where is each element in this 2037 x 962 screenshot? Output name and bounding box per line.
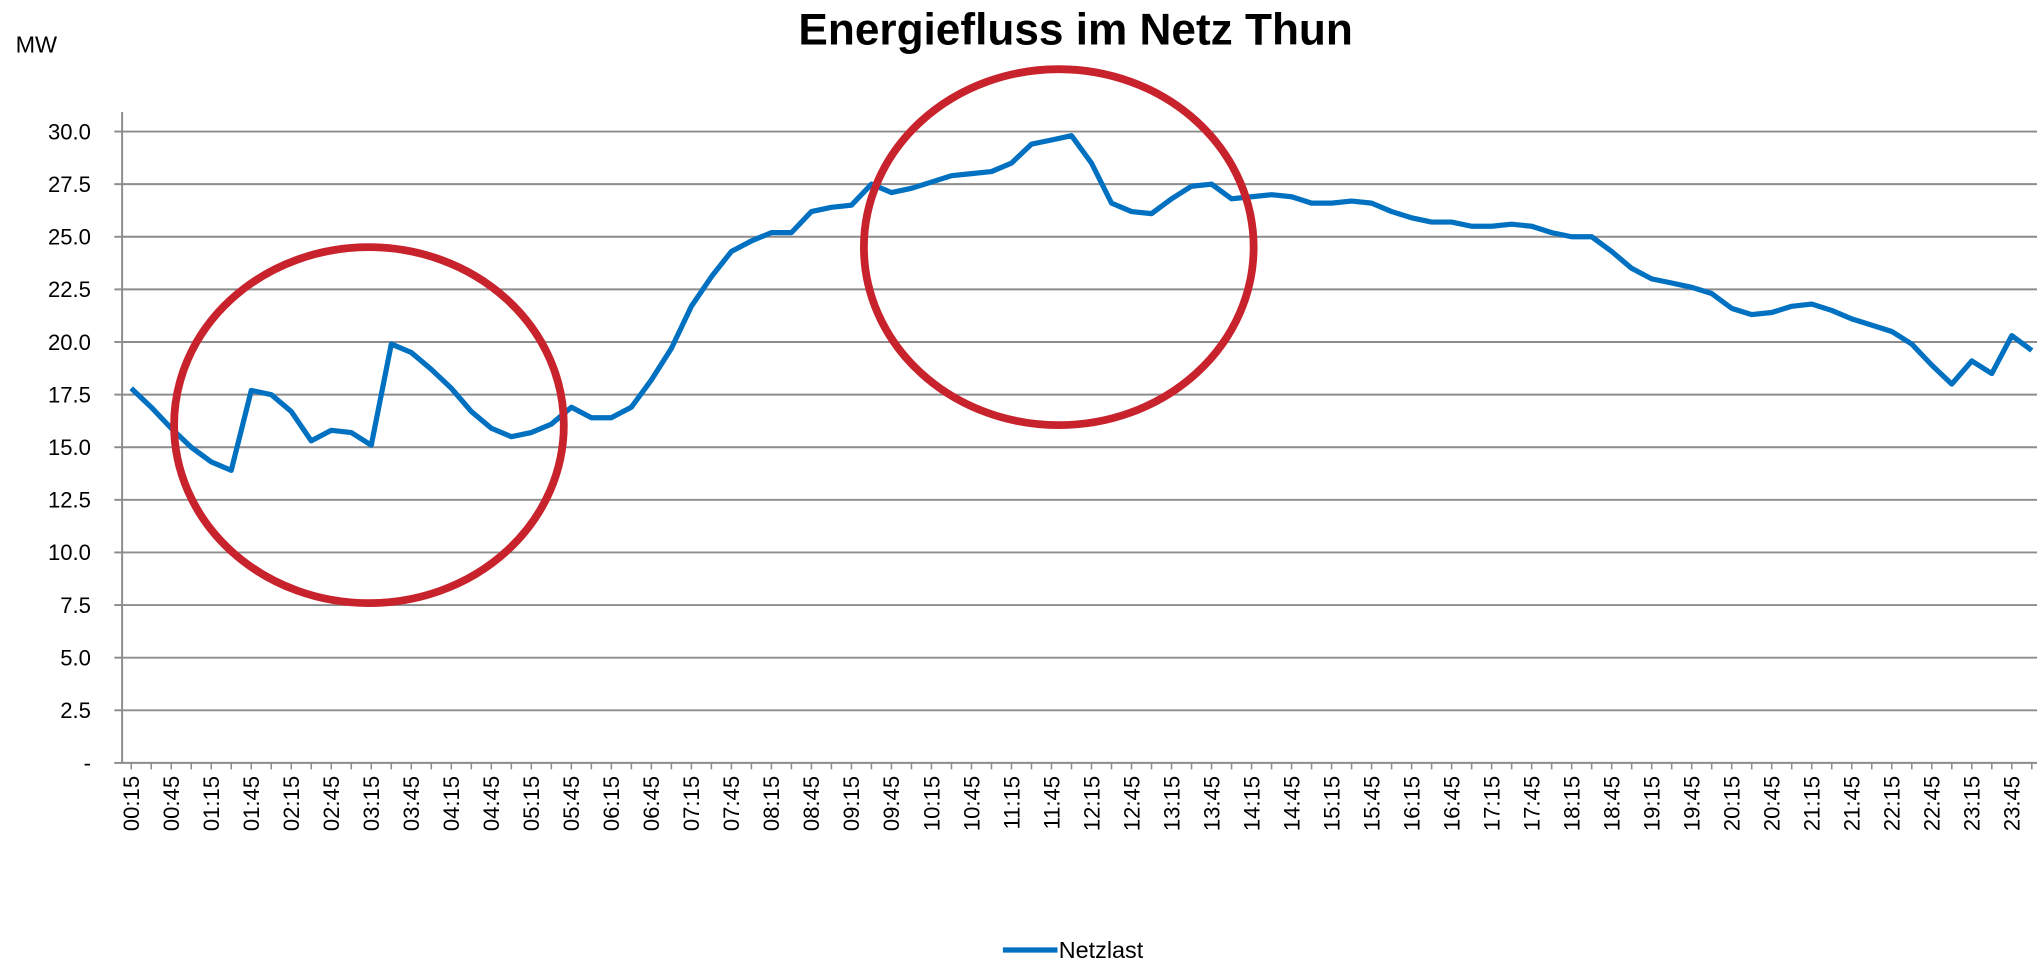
y-tick-label: 2.5: [60, 698, 91, 723]
highlight-circle: [170, 243, 568, 608]
y-tick-label: 22.5: [48, 277, 91, 302]
highlight-circle: [860, 65, 1258, 430]
y-tick-label: 30.0: [48, 119, 91, 144]
x-tick-label: 14:15: [1239, 776, 1264, 831]
x-tick-label: 22:15: [1880, 776, 1905, 831]
x-tick-label: 22:45: [1920, 776, 1945, 831]
x-tick-label: 17:15: [1479, 776, 1504, 831]
y-tick-label: 25.0: [48, 225, 91, 250]
y-tick-label: -: [84, 751, 91, 776]
y-tick-label: 5.0: [60, 645, 91, 670]
y-tick-label: 10.0: [48, 540, 91, 565]
x-tick-label: 09:15: [839, 776, 864, 831]
x-tick-label: 06:15: [599, 776, 624, 831]
x-tick-label: 16:15: [1399, 776, 1424, 831]
x-tick-label: 03:45: [399, 776, 424, 831]
x-tick-label: 23:15: [1960, 776, 1985, 831]
x-tick-label: 02:45: [319, 776, 344, 831]
x-tick-label: 16:45: [1439, 776, 1464, 831]
x-tick-label: 19:15: [1639, 776, 1664, 831]
x-tick-label: 04:45: [479, 776, 504, 831]
x-tick-label: 11:45: [1039, 776, 1064, 830]
x-tick-label: 12:45: [1119, 776, 1144, 831]
x-tick-label: 15:15: [1319, 776, 1344, 831]
x-tick-label: 07:15: [679, 776, 704, 831]
x-tick-label: 01:15: [199, 776, 224, 831]
y-tick-label: 12.5: [48, 488, 91, 513]
x-tick-label: 13:15: [1159, 776, 1184, 831]
x-tick-label: 23:45: [2000, 776, 2025, 831]
x-tick-label: 03:15: [359, 776, 384, 831]
x-tick-label: 00:45: [159, 776, 184, 831]
plot-area: [129, 133, 2034, 473]
x-tick-label: 12:15: [1079, 776, 1104, 831]
y-tick-label: 20.0: [48, 330, 91, 355]
x-tick-label: 21:45: [1840, 776, 1865, 831]
x-tick-label: 18:15: [1559, 776, 1584, 831]
x-tick-label: 21:15: [1800, 776, 1825, 831]
line-series: [129, 133, 2034, 473]
x-tick-label: 10:15: [919, 776, 944, 831]
axes: - 2.5 5.0 7.5 10.0 12.5 15.0 17.5 20.0 22.5 25.0 27…: [48, 112, 2037, 831]
chart-title: Energiefluss im Netz Thun: [798, 6, 1352, 55]
x-tick-label: 20:45: [1760, 776, 1785, 831]
y-tick-label: 27.5: [48, 172, 91, 197]
x-tick-label: 20:15: [1720, 776, 1745, 831]
x-tick-label: 08:45: [799, 776, 824, 831]
x-tick-label: 19:45: [1679, 776, 1704, 831]
x-tick-label: 18:45: [1599, 776, 1624, 831]
x-tick-label: 08:15: [759, 776, 784, 831]
x-tick-label: 00:15: [119, 776, 144, 831]
x-tick-label: 17:45: [1519, 776, 1544, 831]
y-tick-label: 7.5: [60, 593, 91, 618]
x-tick-label: 13:45: [1199, 776, 1224, 831]
x-tick-label: 09:45: [879, 776, 904, 831]
x-tick-label: 06:45: [639, 776, 664, 831]
x-tick-label: 05:15: [519, 776, 544, 831]
grid: [122, 130, 2037, 712]
y-tick-label: 17.5: [48, 382, 91, 407]
x-tick-label: 07:45: [719, 776, 744, 831]
y-tick-label: 15.0: [48, 435, 91, 460]
x-tick-label: 15:45: [1359, 776, 1384, 831]
x-tick-label: 01:45: [239, 776, 264, 831]
x-tick-label: 05:45: [559, 776, 584, 831]
x-tick-label: 02:15: [279, 776, 304, 831]
x-tick-label: 10:45: [959, 776, 984, 831]
annotations: [170, 65, 1258, 608]
legend: Netzlast: [1002, 937, 1144, 962]
x-tick-label: 11:15: [999, 776, 1024, 830]
legend-label: Netzlast: [1059, 937, 1144, 962]
x-tick-label: 04:15: [439, 776, 464, 831]
y-axis-label: MW: [16, 31, 58, 57]
x-tick-label: 14:45: [1279, 776, 1304, 831]
